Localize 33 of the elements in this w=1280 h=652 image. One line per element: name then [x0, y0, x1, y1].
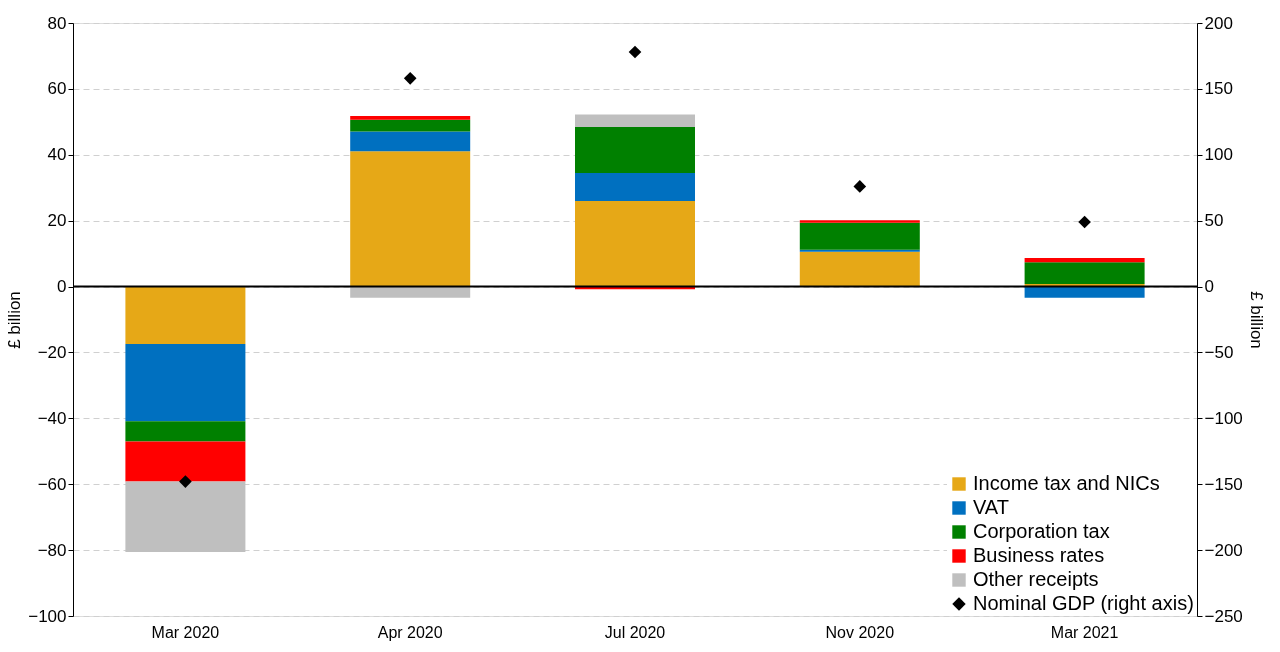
y2-tick-label: 0: [1204, 277, 1214, 297]
y2-tick-label: −100: [1204, 408, 1243, 428]
legend-label: Business rates: [973, 544, 1105, 566]
y-tick-label: 20: [47, 211, 67, 231]
y2-tick-label: −200: [1204, 540, 1243, 560]
y2-tick-label: 150: [1204, 79, 1233, 99]
x-tick-label: Mar 2021: [1050, 623, 1119, 641]
legend-label: Other receipts: [973, 568, 1099, 590]
x-tick-label: Nov 2020: [825, 623, 895, 641]
y-tick-label: −20: [37, 342, 67, 362]
y-tick-label: 0: [57, 277, 67, 297]
y2-tick-label: 50: [1204, 211, 1224, 231]
y-axis-title: £ billion: [5, 291, 25, 349]
y-tick-label: 60: [47, 79, 67, 99]
legend-label: VAT: [973, 496, 1009, 518]
y-tick-label: −100: [28, 606, 67, 626]
y2-tick-label: 100: [1204, 145, 1233, 165]
y2-tick-label: −250: [1204, 606, 1243, 626]
legend-label: Nominal GDP (right axis): [973, 592, 1194, 614]
y-tick-label: −40: [37, 408, 67, 428]
y2-axis-title: £ billion: [1246, 291, 1266, 349]
y2-tick-label: 200: [1204, 13, 1233, 33]
y-tick-label: −60: [37, 474, 67, 494]
legend-label: Corporation tax: [973, 520, 1110, 542]
x-tick-label: Jul 2020: [604, 623, 666, 641]
y-tick-label: 80: [47, 13, 67, 33]
legend-label: Income tax and NICs: [973, 472, 1160, 494]
y-tick-label: −80: [37, 540, 67, 560]
y2-tick-label: −150: [1204, 474, 1243, 494]
x-tick-label: Mar 2020: [151, 623, 220, 641]
y-tick-label: 40: [47, 145, 67, 165]
x-tick-label: Apr 2020: [377, 623, 443, 641]
y2-tick-label: −50: [1204, 342, 1234, 362]
